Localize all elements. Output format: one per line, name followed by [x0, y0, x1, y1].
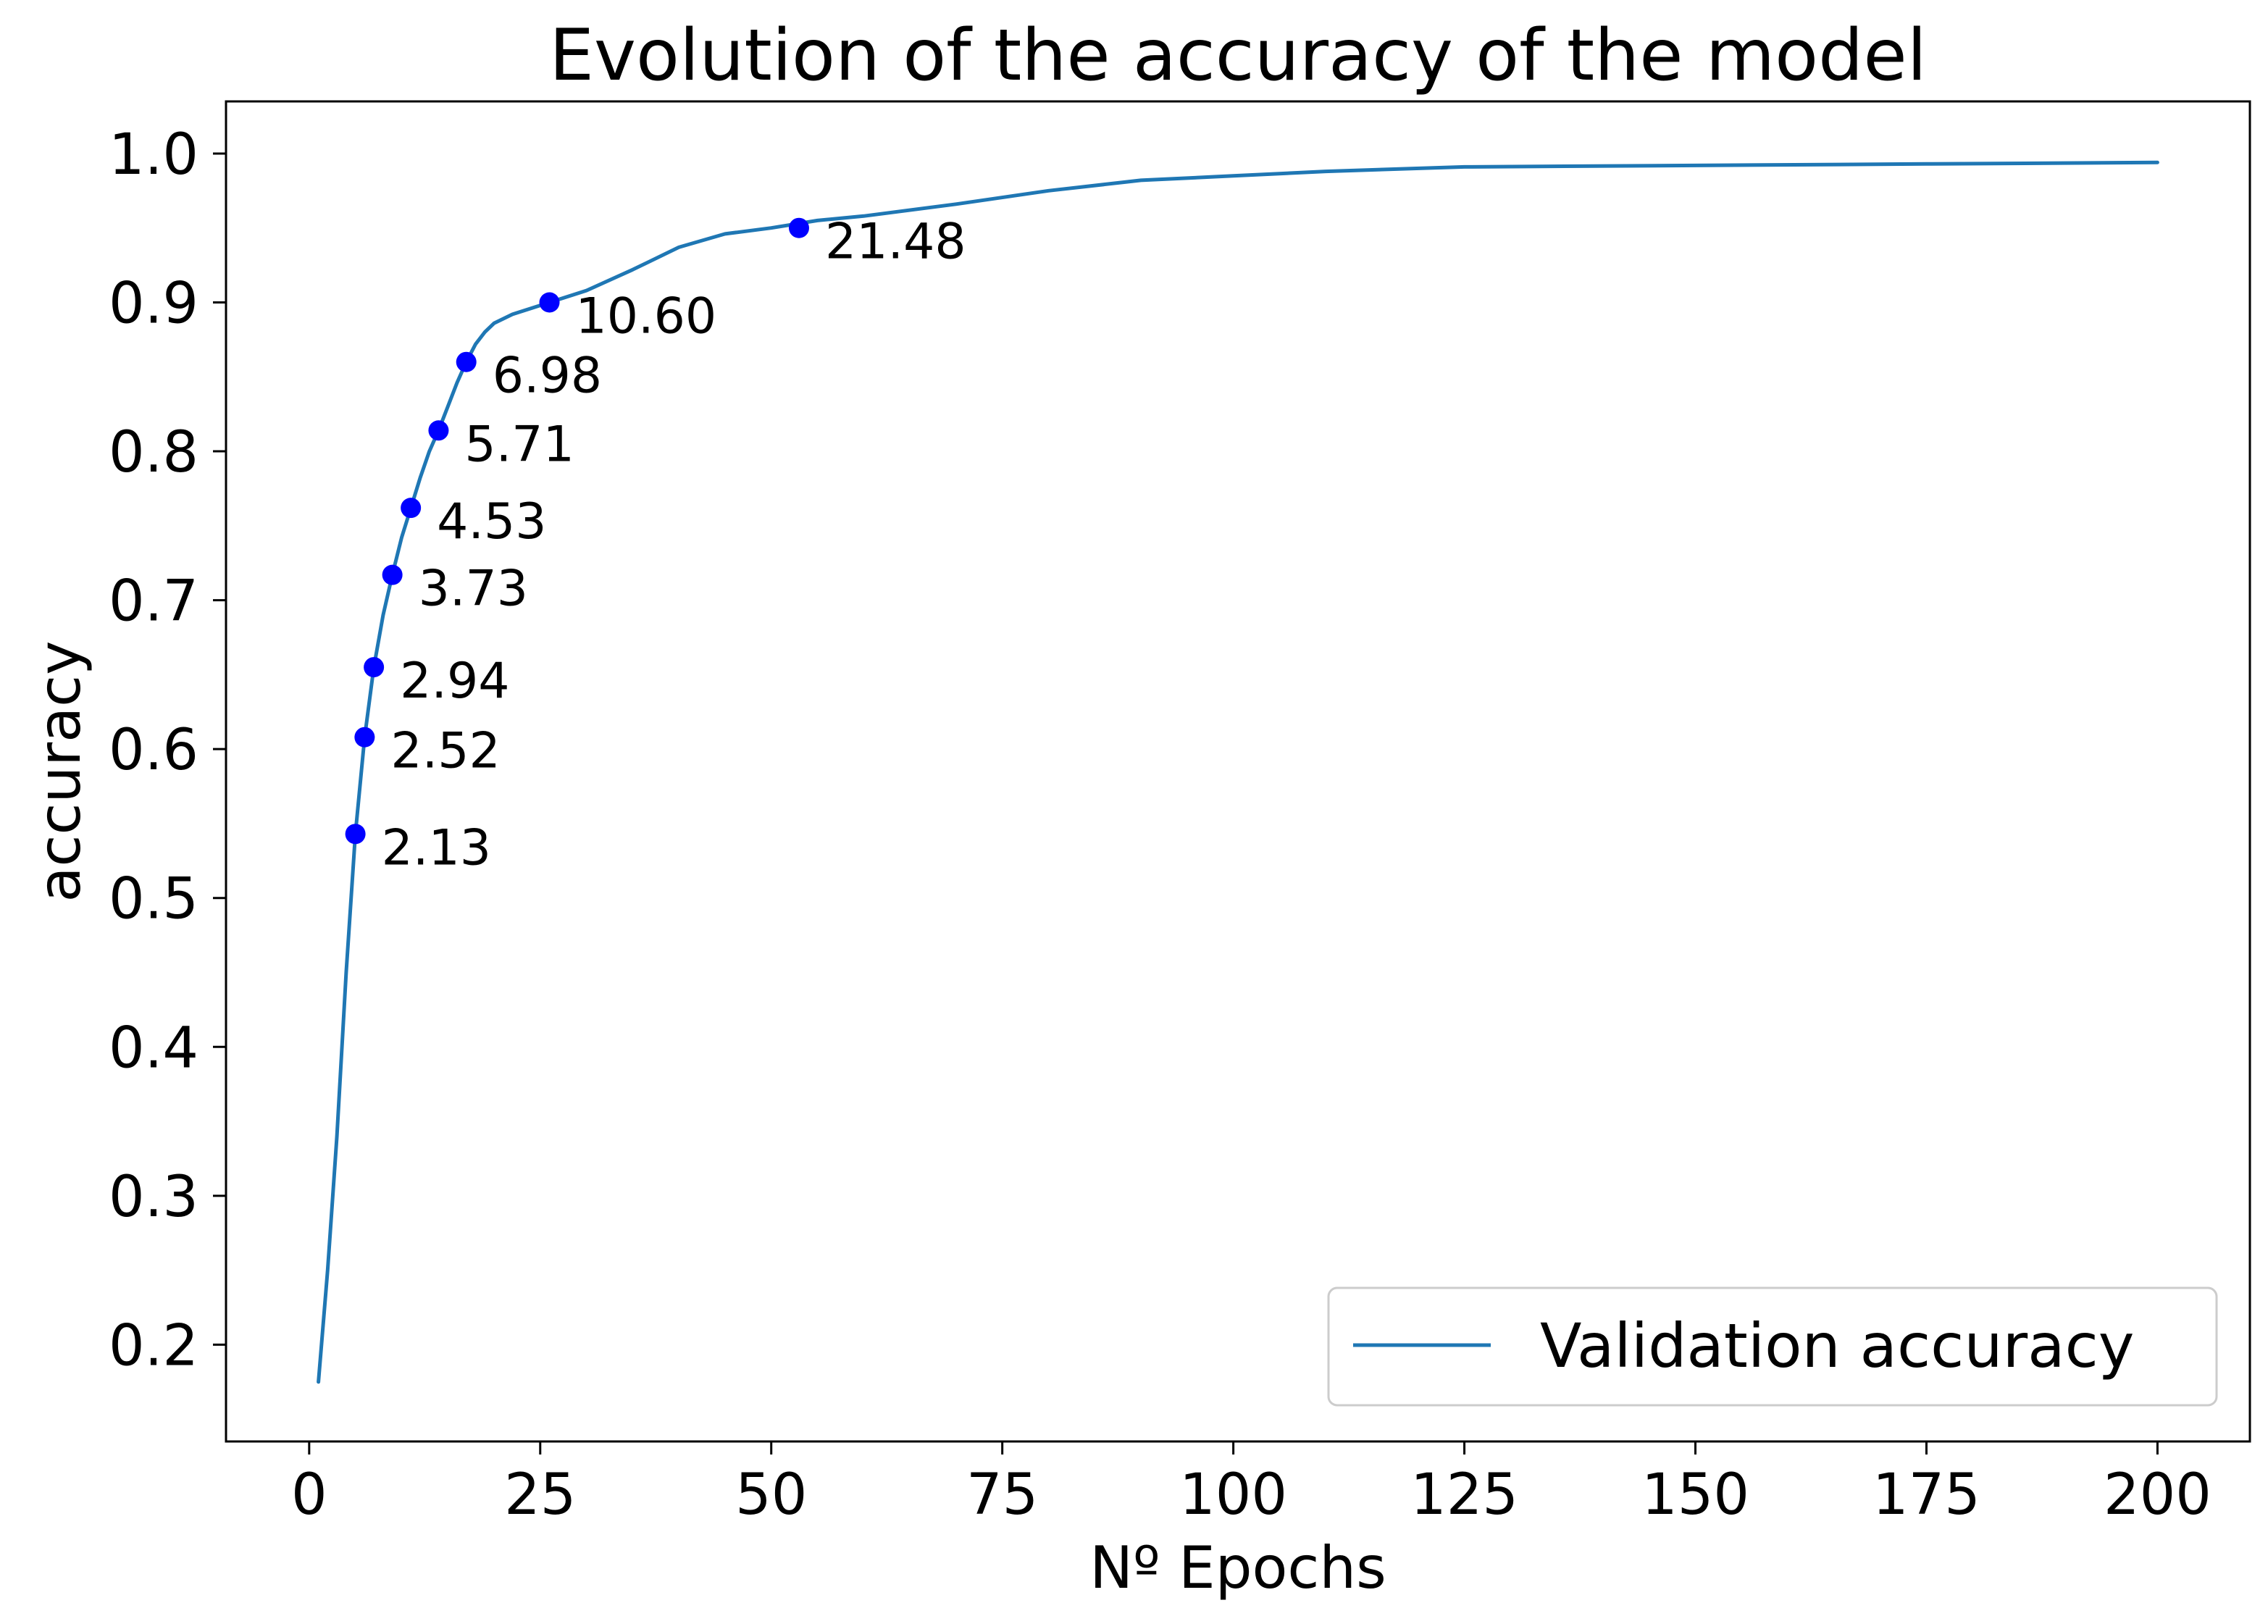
marker-point	[401, 498, 422, 519]
y-tick-label: 0.9	[109, 272, 198, 337]
x-axis-label: Nº Epochs	[1089, 1534, 1386, 1602]
x-tick-label: 150	[1641, 1462, 1749, 1528]
x-tick-label: 175	[1872, 1462, 1980, 1528]
marker-point	[354, 727, 375, 748]
x-tick-label: 75	[966, 1462, 1038, 1528]
y-tick-label: 0.8	[109, 420, 198, 485]
marker-annotation: 5.71	[464, 416, 574, 473]
legend-box	[1327, 1286, 2218, 1407]
x-tick-label: 25	[504, 1462, 576, 1528]
marker-point	[456, 351, 477, 372]
marker-annotation: 2.52	[390, 723, 500, 780]
marker-annotation: 21.48	[825, 214, 966, 271]
legend: Validation accuracy	[1327, 1286, 2218, 1407]
y-axis-label: accuracy	[26, 641, 93, 903]
marker-annotation: 2.94	[400, 653, 509, 710]
x-tick-label: 0	[291, 1462, 327, 1528]
chart-title: Evolution of the accuracy of the model	[549, 14, 1927, 97]
marker-point	[428, 420, 449, 441]
x-tick-label: 200	[2104, 1462, 2211, 1528]
x-tick-label: 100	[1179, 1462, 1287, 1528]
validation-accuracy-line	[317, 160, 2159, 1384]
y-tick-label: 0.7	[109, 569, 198, 635]
y-tick-label: 0.4	[109, 1016, 198, 1081]
marker-point	[788, 217, 809, 238]
marker-annotation: 2.13	[382, 819, 491, 876]
marker-point	[345, 824, 366, 845]
y-tick-label: 0.5	[109, 867, 198, 932]
marker-point	[382, 564, 403, 585]
y-tick-label: 1.0	[109, 122, 198, 188]
marker-annotation: 6.98	[493, 348, 602, 405]
y-tick-label: 0.3	[109, 1165, 198, 1230]
plot-frame	[225, 100, 2251, 1443]
x-tick-label: 125	[1410, 1462, 1518, 1528]
y-axis-ticks: 0.2 0.3 0.4 0.5 0.6 0.7 0.8 0.9 1.0	[109, 122, 226, 1378]
marker-point	[364, 657, 385, 678]
y-tick-label: 0.2	[109, 1313, 198, 1378]
marker-annotation: 4.53	[437, 493, 546, 551]
x-axis-ticks: 0 25 50 75 100 125 150 175 200	[291, 1441, 2211, 1528]
marker-annotation: 3.73	[419, 561, 528, 618]
x-tick-label: 50	[735, 1462, 807, 1528]
marker-point	[539, 292, 560, 313]
legend-entry-validation-accuracy: Validation accuracy	[1540, 1310, 2134, 1381]
y-tick-label: 0.6	[109, 718, 198, 783]
marker-annotation: 10.60	[576, 288, 717, 346]
